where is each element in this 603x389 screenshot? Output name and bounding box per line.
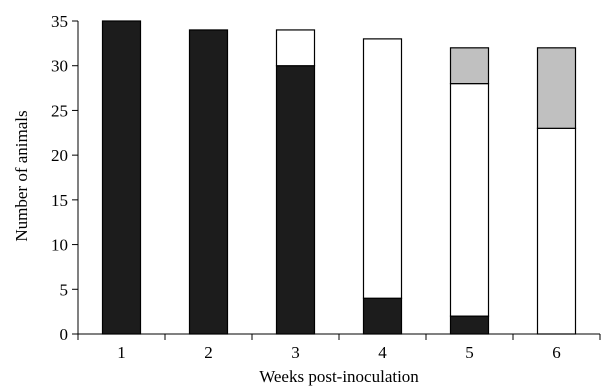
x-tick-label: 2 — [204, 343, 213, 362]
y-tick-label: 20 — [51, 146, 68, 165]
bar-segment-3 — [449, 47, 490, 85]
bar-segment-1 — [449, 315, 490, 335]
y-tick-label: 30 — [51, 57, 68, 76]
y-axis-ticks: 0 5 10 15 20 25 30 35 — [51, 12, 78, 344]
bar-segment-1 — [275, 65, 316, 335]
y-axis-label: Number of animals — [12, 110, 31, 241]
y-tick-label: 25 — [51, 101, 68, 120]
bar-segment-1 — [188, 29, 229, 335]
bar-group — [101, 20, 577, 335]
x-tick-label: 4 — [378, 343, 387, 362]
x-axis-ticks: 1 2 3 4 5 6 — [77, 334, 601, 362]
bar-segment-1 — [101, 20, 142, 335]
bar-segment-2 — [362, 38, 403, 299]
bar-segment-2 — [275, 29, 316, 67]
y-tick-label: 15 — [51, 191, 68, 210]
bar-segment-2 — [449, 82, 490, 317]
bar-segment-3 — [536, 47, 577, 129]
y-tick-label: 35 — [51, 12, 68, 31]
y-tick-label: 10 — [51, 236, 68, 255]
x-tick-label: 1 — [117, 343, 126, 362]
y-tick-label: 0 — [60, 325, 69, 344]
bar-segment-1 — [362, 297, 403, 335]
y-tick-label: 5 — [60, 280, 69, 299]
x-tick-label: 6 — [552, 343, 561, 362]
x-axis-label: Weeks post-inoculation — [259, 367, 419, 386]
x-tick-label: 5 — [465, 343, 474, 362]
bar-segment-2 — [536, 127, 577, 335]
x-tick-label: 3 — [291, 343, 300, 362]
